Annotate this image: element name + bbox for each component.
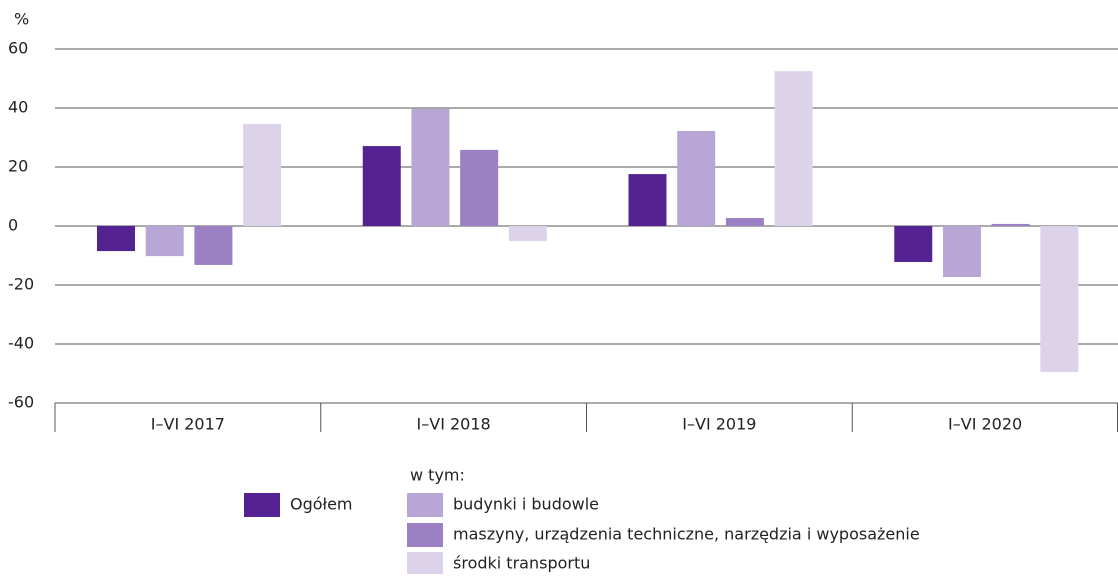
x-tick-label: I–VI 2020 xyxy=(948,415,1022,434)
bar xyxy=(1040,226,1079,373)
y-tick-label: 40 xyxy=(8,98,28,117)
legend-swatch xyxy=(407,552,443,576)
bar xyxy=(628,174,667,226)
legend-swatch xyxy=(407,523,443,547)
y-tick-label: -20 xyxy=(8,275,34,294)
y-tick-label: 20 xyxy=(8,157,28,176)
bar xyxy=(194,226,233,265)
bar xyxy=(677,131,716,226)
bar xyxy=(774,71,813,226)
bar xyxy=(725,218,764,226)
x-tick-label: I–VI 2018 xyxy=(417,415,491,434)
bar xyxy=(411,108,450,226)
legend-label: budynki i budowle xyxy=(453,495,599,514)
legend-label: środki transportu xyxy=(453,554,590,573)
legend-swatch xyxy=(244,493,280,517)
y-tick-label: -40 xyxy=(8,334,34,353)
bar xyxy=(460,149,499,226)
bar xyxy=(508,226,547,242)
bar xyxy=(991,223,1030,226)
bar xyxy=(942,226,981,278)
y-tick-label: 0 xyxy=(8,216,18,235)
bar xyxy=(243,123,282,226)
bar xyxy=(145,226,184,257)
legend-swatch xyxy=(407,493,443,517)
bar xyxy=(362,146,401,226)
legend-label: maszyny, urządzenia techniczne, narzędzi… xyxy=(453,525,920,544)
y-tick-label: 60 xyxy=(8,39,28,58)
bar xyxy=(97,226,135,252)
y-tick-label: -60 xyxy=(8,393,34,412)
x-tick-label: I–VI 2019 xyxy=(682,415,756,434)
y-axis-label: % xyxy=(14,10,29,29)
x-tick-label: I–VI 2017 xyxy=(151,415,225,434)
legend-label: Ogółem xyxy=(290,495,353,514)
bar xyxy=(894,226,933,262)
legend-subtitle: w tym: xyxy=(410,466,465,485)
